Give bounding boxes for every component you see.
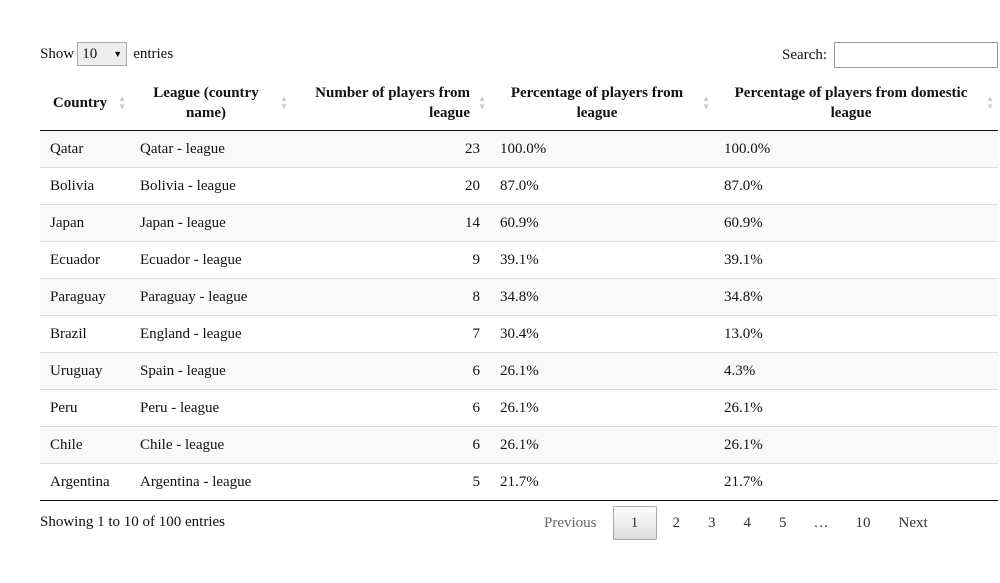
cell-percentage-domestic: 4.3% <box>714 352 998 390</box>
cell-number-of-players: 8 <box>292 278 490 316</box>
page-button-4[interactable]: 4 <box>743 514 752 531</box>
cell-league: Argentina - league <box>130 463 292 501</box>
cell-number-of-players: 6 <box>292 389 490 427</box>
next-page-button[interactable]: Next <box>898 514 928 531</box>
cell-number-of-players: 5 <box>292 463 490 501</box>
search-label: Search: <box>782 46 827 63</box>
cell-number-of-players: 20 <box>292 167 490 205</box>
column-header-number-of-players[interactable]: Number of players from league ▲ ▼ <box>292 75 490 131</box>
cell-country: Peru <box>40 389 130 427</box>
column-header-percentage-from-domestic[interactable]: Percentage of players from domestic leag… <box>714 75 998 131</box>
table-row: Uruguay Spain - league 6 26.1% 4.3% <box>40 352 998 390</box>
cell-percentage-domestic: 21.7% <box>714 463 998 501</box>
length-control: Show 10 ▼ entries <box>40 42 173 66</box>
page-button-3[interactable]: 3 <box>708 514 716 531</box>
page-button-2[interactable]: 2 <box>672 514 681 531</box>
page-button-1[interactable]: 1 <box>612 506 657 540</box>
cell-percentage-domestic: 100.0% <box>724 140 771 157</box>
entries-per-page-select[interactable]: 10 ▼ <box>77 42 128 66</box>
cell-number-of-players: 9 <box>292 241 490 279</box>
header-row: Country ▲ ▼ League (country name) ▲ ▼ Numb… <box>40 75 998 131</box>
cell-country: Paraguay <box>40 278 130 316</box>
cell-percentage-domestic: 34.8% <box>714 278 998 316</box>
search-control: Search: <box>782 42 998 68</box>
cell-number-of-players: 6 <box>292 426 490 464</box>
table-row: Peru Peru - league 6 26.1% 26.1% <box>40 389 998 427</box>
cell-league: Paraguay - league <box>130 278 292 316</box>
cell-country: Uruguay <box>40 352 130 390</box>
chevron-down-icon: ▼ <box>113 49 123 59</box>
cell-percentage-league: 87.0% <box>490 167 714 205</box>
page-button-10[interactable]: 10 <box>855 514 871 531</box>
cell-percentage-league: 26.1% <box>490 426 714 464</box>
cell-percentage-domestic: 26.1% <box>714 389 998 427</box>
column-header-league[interactable]: League (country name) ▲ ▼ <box>130 75 292 131</box>
column-header-country[interactable]: Country ▲ ▼ <box>40 75 130 131</box>
sort-both-icon: ▲ ▼ <box>478 93 486 111</box>
data-table: Country ▲ ▼ League (country name) ▲ ▼ Numb… <box>40 75 998 501</box>
table-row: Argentina Argentina - league 5 21.7% 21.… <box>40 463 998 501</box>
cell-league: Qatar - league <box>140 140 225 157</box>
search-input[interactable] <box>834 42 998 68</box>
cell-percentage-league: 39.1% <box>490 241 714 279</box>
cell-percentage-league: 30.4% <box>490 315 714 353</box>
entries-label: entries <box>133 45 174 62</box>
cell-country: Japan <box>40 204 130 242</box>
sort-both-icon: ▲ ▼ <box>986 93 994 111</box>
cell-league: Bolivia - league <box>130 167 292 205</box>
cell-percentage-domestic: 39.1% <box>714 241 998 279</box>
cell-country: Argentina <box>40 463 130 501</box>
table-controls: Show 10 ▼ entries Search: <box>40 42 998 68</box>
table-row: Chile Chile - league 6 26.1% 26.1% <box>40 426 998 464</box>
page-button-5[interactable]: 5 <box>779 514 787 531</box>
pagination-ellipsis: … <box>813 514 829 531</box>
cell-country: Brazil <box>40 315 130 353</box>
entries-per-page-value: 10 <box>82 45 98 62</box>
cell-league: Spain - league <box>130 352 292 390</box>
table-row: Ecuador Ecuador - league 9 39.1% 39.1% <box>40 241 998 279</box>
cell-number-of-players: 14 <box>292 204 490 242</box>
cell-percentage-league: 60.9% <box>490 204 714 242</box>
cell-percentage-league: 21.7% <box>490 463 714 501</box>
table-row: Paraguay Paraguay - league 8 34.8% 34.8% <box>40 278 998 316</box>
cell-league: Japan - league <box>130 204 292 242</box>
previous-page-button[interactable]: Previous <box>544 514 597 531</box>
cell-country: Bolivia <box>40 167 130 205</box>
table-row: Japan Japan - league 14 60.9% 60.9% <box>40 204 998 242</box>
table-info: Showing 1 to 10 of 100 entries <box>40 514 225 530</box>
cell-percentage-league: 26.1% <box>490 352 714 390</box>
cell-country: Chile <box>40 426 130 464</box>
cell-percentage-league: 100.0% <box>500 140 547 157</box>
sort-both-icon: ▲ ▼ <box>702 93 710 111</box>
table-row: Bolivia Bolivia - league 20 87.0% 87.0% <box>40 167 998 205</box>
cell-percentage-domestic: 60.9% <box>714 204 998 242</box>
show-label: Show <box>40 45 75 62</box>
table-row: Brazil England - league 7 30.4% 13.0% <box>40 315 998 353</box>
cell-percentage-domestic: 87.0% <box>714 167 998 205</box>
column-header-percentage-from-league[interactable]: Percentage of players from league ▲ ▼ <box>490 75 714 131</box>
sort-both-icon: ▲ ▼ <box>118 93 126 111</box>
cell-league: Peru - league <box>130 389 292 427</box>
cell-percentage-league: 34.8% <box>490 278 714 316</box>
cell-percentage-domestic: 26.1% <box>714 426 998 464</box>
cell-league: Ecuador - league <box>130 241 292 279</box>
cell-country: Ecuador <box>40 241 130 279</box>
cell-league: Chile - league <box>130 426 292 464</box>
table-row: Qatar Qatar - league 23 100.0% 100.0% <box>40 130 998 168</box>
cell-league: England - league <box>130 315 292 353</box>
cell-percentage-domestic: 13.0% <box>714 315 998 353</box>
cell-number-of-players: 23 <box>465 140 480 157</box>
cell-number-of-players: 7 <box>292 315 490 353</box>
pagination: Previous 1 2 3 4 5 … 10 Next <box>530 506 942 540</box>
sort-both-icon: ▲ ▼ <box>280 93 288 111</box>
cell-number-of-players: 6 <box>292 352 490 390</box>
cell-country: Qatar <box>50 140 84 157</box>
cell-percentage-league: 26.1% <box>490 389 714 427</box>
